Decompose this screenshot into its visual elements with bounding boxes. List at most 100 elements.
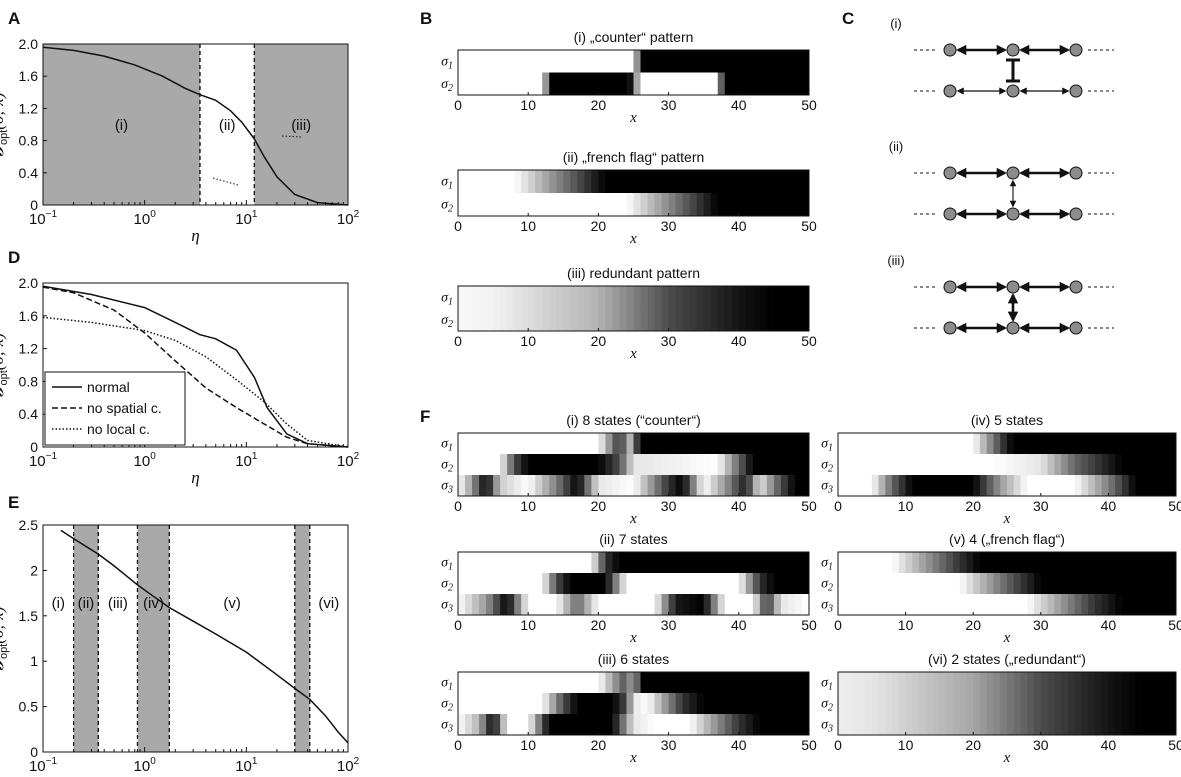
- heatmap-cell: [717, 72, 726, 96]
- heatmap-cell: [1101, 552, 1109, 574]
- tangent-mark: [212, 177, 239, 186]
- heatmap-cell: [966, 433, 974, 455]
- heatmap-cell: [979, 594, 988, 616]
- heatmap-cell: [1000, 552, 1008, 574]
- heatmap-cell: [939, 552, 947, 574]
- heatmap-cell: [528, 454, 536, 476]
- heatmap-cell: [946, 552, 954, 574]
- network-diagram-1: (i): [890, 16, 1114, 98]
- heatmap-cell: [633, 594, 641, 616]
- heatmap-cell: [801, 170, 810, 194]
- heatmap-cell: [563, 286, 571, 309]
- x-tick-label: 50: [1168, 498, 1181, 514]
- heatmap-cell: [703, 714, 712, 736]
- heatmap-cell: [1155, 433, 1163, 455]
- heatmap-cell: [919, 552, 927, 574]
- heatmap-cell: [549, 573, 557, 595]
- heatmap-cell: [654, 454, 662, 476]
- heatmap-cell: [993, 433, 1001, 455]
- heatmap-cell: [668, 693, 677, 715]
- heatmap-cell: [871, 594, 879, 616]
- heatmap-cell: [654, 552, 662, 574]
- heatmap-cell: [838, 714, 846, 736]
- heatmap-cell: [717, 308, 726, 332]
- heatmap-cell: [675, 693, 684, 715]
- heatmap-cell: [549, 72, 557, 96]
- heatmap-cell: [675, 454, 684, 476]
- heatmap-cell: [1169, 693, 1177, 715]
- panel-letter-B: B: [420, 9, 432, 28]
- heatmap-cell: [500, 50, 508, 73]
- heatmap-cell: [535, 594, 543, 616]
- heatmap-cell: [787, 433, 796, 455]
- heatmap-cell: [654, 286, 662, 309]
- region-label: (iii): [108, 595, 128, 612]
- heatmap-cell: [1067, 475, 1075, 497]
- heatmap-cell: [570, 693, 578, 715]
- panel-letter-C: C: [842, 9, 854, 28]
- heatmap-cell: [1020, 714, 1028, 736]
- heatmap-cell: [710, 475, 719, 497]
- heatmap-cell: [1142, 672, 1150, 694]
- heatmap-cell: [731, 193, 740, 217]
- heatmap-cell: [838, 552, 846, 574]
- heatmap-cell: [647, 193, 655, 217]
- heatmap-cell: [598, 475, 606, 497]
- heatmap-cell: [1081, 693, 1089, 715]
- heatmap-cell: [1135, 672, 1143, 694]
- heatmap-cell: [1169, 672, 1177, 694]
- heatmap-cell: [844, 594, 852, 616]
- heatmap-cell: [794, 170, 803, 194]
- heatmap-cell: [731, 50, 740, 73]
- heatmap-cell: [1155, 594, 1163, 616]
- heatmap-cell: [486, 454, 494, 476]
- heatmap-cell: [521, 433, 529, 455]
- heatmap-cell: [912, 475, 920, 497]
- heatmap-cell: [675, 714, 684, 736]
- heatmap-cell: [500, 308, 508, 332]
- heatmap-cell: [1054, 433, 1062, 455]
- heatmap-title: (iv) 5 states: [971, 412, 1043, 428]
- heatmap-cell: [745, 573, 754, 595]
- heatmap-cell: [584, 72, 592, 96]
- legend-label: no local c.: [87, 421, 150, 437]
- y-tick-label: 0: [30, 197, 38, 213]
- y-tick-label: 1.2: [19, 100, 39, 116]
- heatmap-cell: [521, 475, 529, 497]
- heatmap-cell: [514, 308, 522, 332]
- heatmap-cell: [696, 170, 705, 194]
- heatmap-cell: [932, 475, 940, 497]
- heatmap-cell: [885, 573, 893, 595]
- heatmap-cell: [801, 552, 810, 574]
- y-tick-label: 1: [30, 653, 38, 669]
- heatmap-cell: [661, 433, 669, 455]
- heatmap-cell: [528, 286, 536, 309]
- x-tick-label: 50: [1168, 617, 1181, 633]
- heatmap-cell: [946, 573, 954, 595]
- heatmap-cell: [703, 170, 712, 194]
- heatmap-frame: [457, 169, 810, 217]
- heatmap-cell: [766, 475, 775, 497]
- heatmap-cell: [738, 308, 747, 332]
- heatmap-cell: [1135, 454, 1143, 476]
- heatmap-cell: [986, 475, 994, 497]
- heatmap-cell: [892, 594, 900, 616]
- x-tick-label: 30: [661, 218, 677, 234]
- heatmap-cell: [633, 475, 641, 497]
- heatmap-cell: [633, 454, 641, 476]
- heatmap-cell: [1061, 714, 1069, 736]
- heatmap-cell: [766, 72, 775, 96]
- heatmap-cell: [871, 454, 879, 476]
- heatmap-cell: [577, 573, 585, 595]
- heatmap-cell: [605, 454, 613, 476]
- heatmap-cell: [932, 433, 940, 455]
- heatmap-cell: [731, 714, 740, 736]
- heatmap-cell: [794, 475, 803, 497]
- heatmap-cell: [1115, 594, 1123, 616]
- panel-letter-D: D: [8, 248, 20, 267]
- heatmap-cell: [563, 693, 571, 715]
- heatmap-cell: [626, 594, 634, 616]
- heatmap-cell: [598, 72, 606, 96]
- heatmap-cell: [766, 672, 775, 694]
- heatmap-cell: [1013, 454, 1021, 476]
